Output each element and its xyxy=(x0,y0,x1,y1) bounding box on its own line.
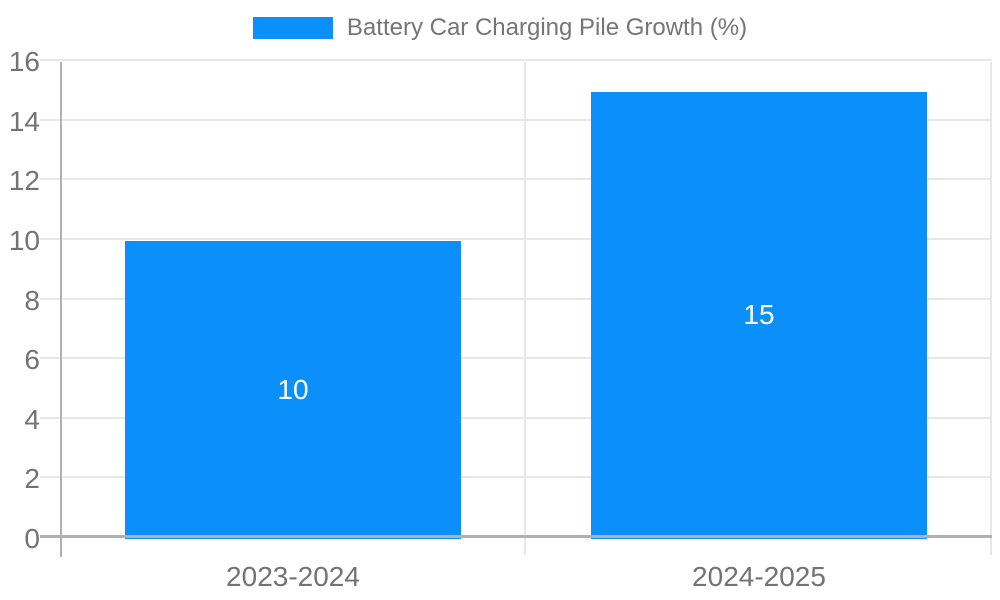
bar: 10 xyxy=(125,240,461,539)
y-gridline xyxy=(40,297,992,300)
bar-value-label: 15 xyxy=(743,299,775,331)
y-tick-label: 16 xyxy=(8,46,40,77)
y-tick-label: 8 xyxy=(24,284,40,316)
category-boundary-line xyxy=(990,62,992,555)
category-boundary-line xyxy=(524,62,526,555)
y-gridline xyxy=(40,178,992,181)
y-tick-label: 10 xyxy=(8,224,40,256)
y-tick-label: 4 xyxy=(24,403,40,435)
y-tick-label: 0 xyxy=(24,523,40,554)
y-tick-label: 6 xyxy=(24,344,40,376)
y-tick-label: 2 xyxy=(24,463,40,495)
y-gridline xyxy=(40,416,992,419)
y-gridline xyxy=(40,118,992,121)
legend: Battery Car Charging Pile Growth (%) xyxy=(0,14,1000,42)
x-tick-label: 2023-2024 xyxy=(226,561,360,592)
y-tick-label: 14 xyxy=(8,105,40,137)
legend-series-label: Battery Car Charging Pile Growth (%) xyxy=(346,14,748,41)
plot-area: 10 2023-2024 15 2024-2025 xyxy=(40,59,992,592)
x-axis-baseline xyxy=(40,535,992,538)
y-gridline xyxy=(40,357,992,360)
y-tick-label: 12 xyxy=(8,165,40,197)
bar: 15 xyxy=(591,91,927,539)
y-gridline xyxy=(40,59,992,61)
legend-swatch-icon xyxy=(252,17,333,39)
legend-item[interactable]: Battery Car Charging Pile Growth (%) xyxy=(252,14,748,42)
y-gridline xyxy=(40,476,992,479)
y-gridline xyxy=(40,237,992,240)
bar-value-label: 10 xyxy=(277,373,309,405)
x-tick-label: 2024-2025 xyxy=(692,561,826,592)
y-axis-line xyxy=(60,62,62,557)
